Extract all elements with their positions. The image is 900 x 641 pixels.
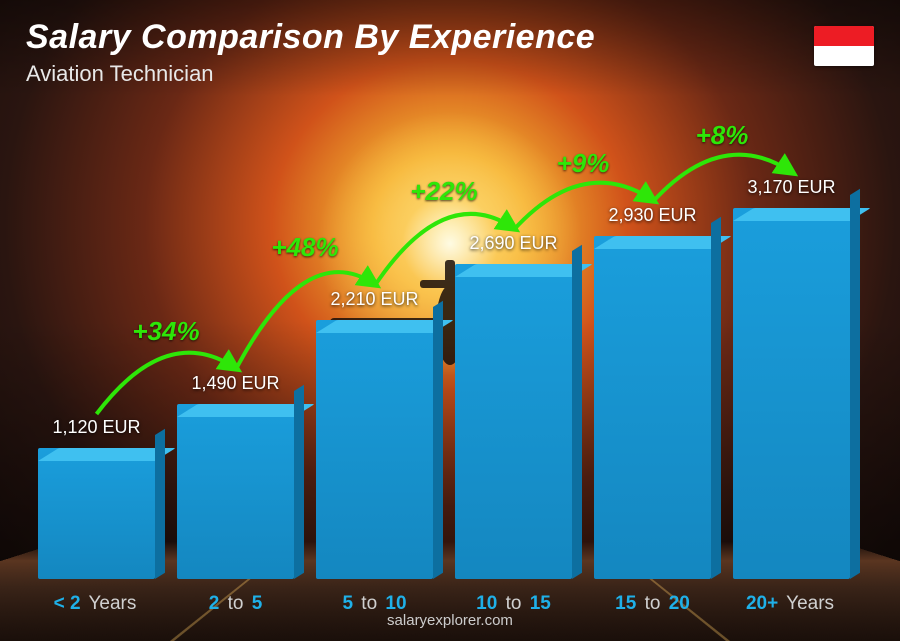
bar-shape [594, 236, 711, 579]
bar-chart: 1,120 EUR< 2 Years1,490 EUR2 to 52,210 E… [38, 109, 850, 579]
country-flag [814, 26, 874, 66]
chart-title: Salary Comparison By Experience [26, 18, 595, 57]
bar-1: 1,490 EUR2 to 5 [177, 373, 294, 579]
footer-attribution: salaryexplorer.com [0, 612, 900, 629]
pct-label: +34% [132, 316, 199, 346]
bar-5: 3,170 EUR20+ Years [733, 177, 850, 579]
chart-subtitle: Aviation Technician [26, 61, 595, 87]
bar-value-label: 1,490 EUR [191, 373, 279, 394]
bar-0: 1,120 EUR< 2 Years [38, 417, 155, 579]
bar-value-label: 1,120 EUR [52, 417, 140, 438]
bar-shape [38, 448, 155, 579]
bar-shape [177, 404, 294, 579]
bar-shape [455, 264, 572, 579]
pct-label: +9% [557, 148, 610, 178]
bar-4: 2,930 EUR15 to 20 [594, 205, 711, 579]
bar-value-label: 2,690 EUR [469, 233, 557, 254]
bar-2: 2,210 EUR5 to 10 [316, 289, 433, 579]
bar-value-label: 3,170 EUR [747, 177, 835, 198]
bar-value-label: 2,930 EUR [608, 205, 696, 226]
pct-label: +22% [410, 176, 477, 206]
header: Salary Comparison By Experience Aviation… [26, 18, 595, 87]
bar-3: 2,690 EUR10 to 15 [455, 233, 572, 579]
bar-shape [316, 320, 433, 579]
bar-shape [733, 208, 850, 579]
pct-label: +8% [696, 120, 749, 150]
pct-label: +48% [271, 232, 338, 262]
bar-value-label: 2,210 EUR [330, 289, 418, 310]
